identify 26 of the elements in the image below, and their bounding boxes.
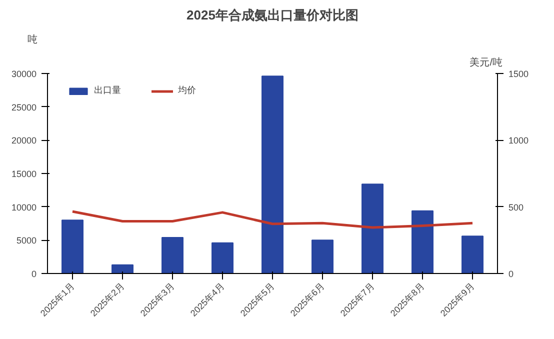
line-series (71, 210, 474, 229)
y-tick-label: 0 (31, 269, 37, 279)
bar (262, 76, 284, 274)
y2-tick-label: 500 (508, 202, 524, 212)
bar (312, 240, 334, 274)
bar (362, 184, 384, 274)
legend-label: 均价 (178, 84, 197, 97)
y-tick-label: 30000 (11, 69, 37, 79)
chart-title: 2025年合成氨出口量价对比图 (186, 8, 358, 22)
bar (412, 210, 434, 274)
y-tick-label: 25000 (11, 102, 37, 112)
y-tick-label: 10000 (11, 202, 37, 212)
bar (162, 237, 184, 274)
y-tick-label: 15000 (11, 169, 37, 179)
bar (462, 236, 484, 274)
y2-axis-title: 美元/吨 (470, 56, 503, 68)
y-tick-label: 5000 (16, 236, 37, 246)
y-axis-title: 吨 (28, 34, 38, 46)
y2-tick-label: 0 (508, 269, 514, 279)
y2-tick-label: 1000 (508, 136, 529, 146)
bar (112, 264, 134, 274)
bar (212, 242, 234, 274)
bar (62, 220, 84, 274)
y2-tick-label: 1500 (508, 69, 529, 79)
legend-label: 出口量 (94, 84, 121, 97)
y-tick-label: 20000 (11, 136, 37, 146)
